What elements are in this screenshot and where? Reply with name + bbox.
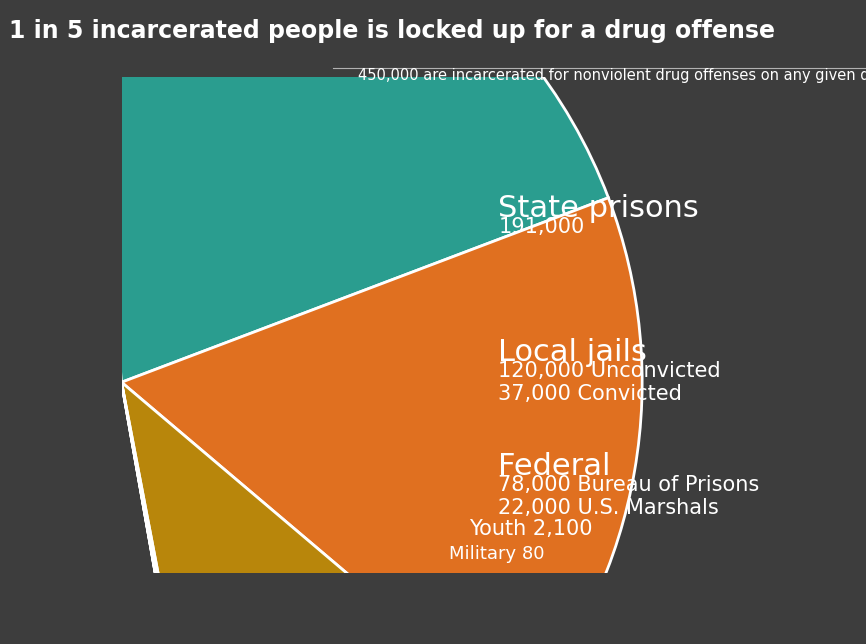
Text: 120,000 Unconvicted
37,000 Convicted: 120,000 Unconvicted 37,000 Convicted [498,361,721,404]
Text: 450,000 are incarcerated for nonviolent drug offenses on any given day.: 450,000 are incarcerated for nonviolent … [358,68,866,82]
Wedge shape [76,0,609,383]
Wedge shape [121,198,643,644]
Text: 1 in 5 incarcerated people is locked up for a drug offense: 1 in 5 incarcerated people is locked up … [9,19,775,43]
Text: Local jails: Local jails [498,337,647,366]
Wedge shape [121,383,219,644]
Wedge shape [121,383,212,644]
Text: Youth 2,100: Youth 2,100 [469,518,592,538]
Text: Federal: Federal [498,451,611,480]
Text: 78,000 Bureau of Prisons
22,000 U.S. Marshals: 78,000 Bureau of Prisons 22,000 U.S. Mar… [498,475,759,518]
Text: Military 80: Military 80 [449,545,545,563]
Text: 191,000: 191,000 [498,218,585,238]
Wedge shape [121,383,519,644]
Text: State prisons: State prisons [498,194,699,223]
